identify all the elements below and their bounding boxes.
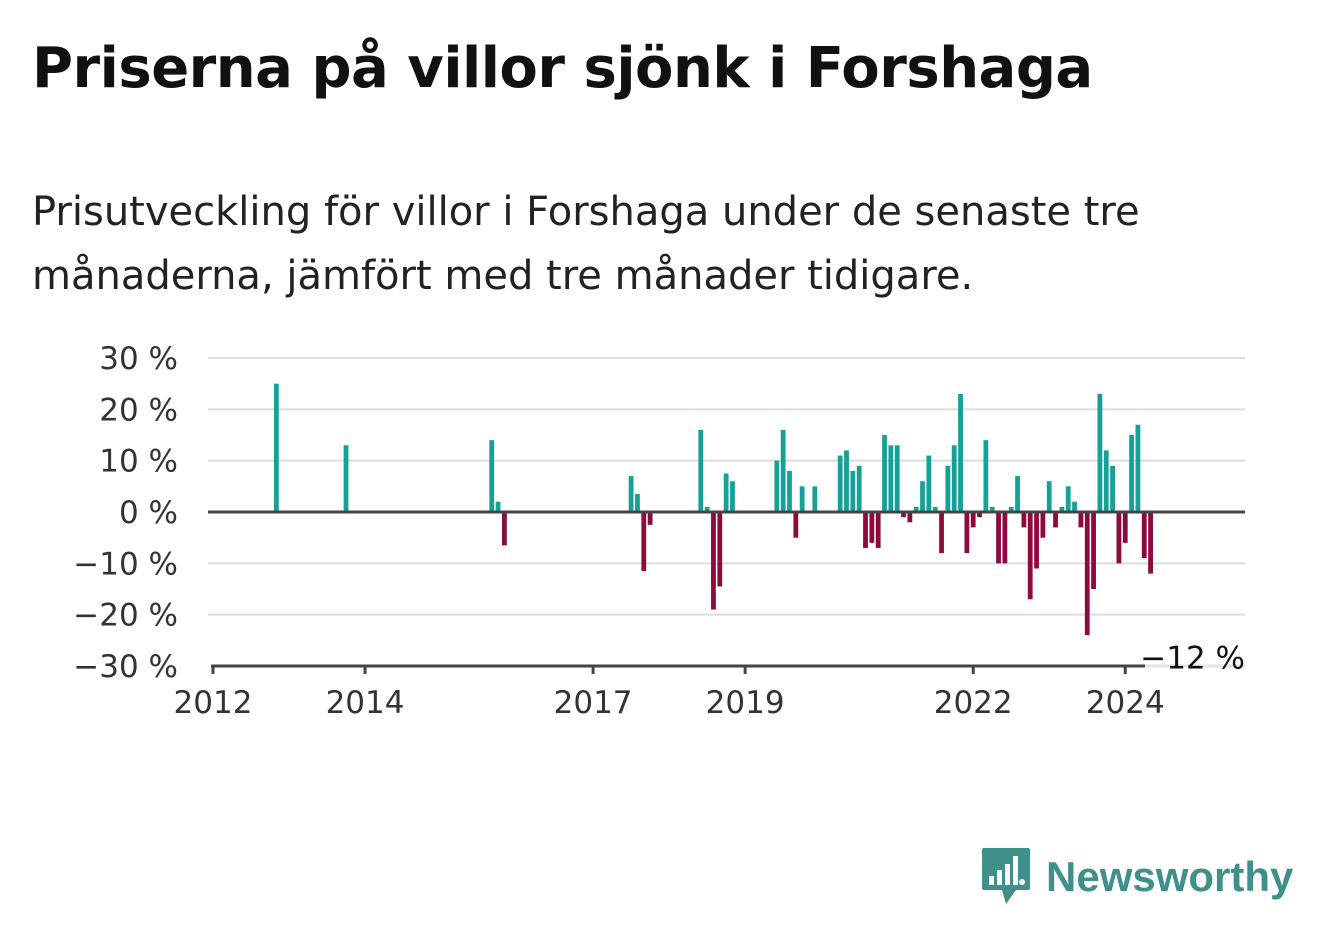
bar (888, 445, 894, 512)
x-tick-label: 2014 (326, 685, 405, 721)
x-axis: 2012 2014 2017 2019 2022 2024 (174, 664, 1245, 721)
brand-name: Newsworthy (1046, 853, 1294, 900)
bar (932, 506, 938, 512)
bar (920, 481, 925, 512)
bar (723, 473, 729, 512)
y-tick-label: 0 % (119, 495, 178, 531)
bar (951, 445, 957, 512)
bar (1141, 512, 1147, 559)
bar (647, 512, 653, 525)
grid-lines (208, 357, 1245, 616)
bar (1002, 512, 1008, 564)
bar (1008, 506, 1014, 512)
bar (1103, 450, 1109, 512)
bar (1040, 512, 1046, 538)
bar (502, 512, 507, 546)
bar (711, 512, 716, 610)
y-tick-label: 30 % (99, 341, 178, 377)
y-tick-label: 20 % (99, 392, 178, 428)
bar (844, 450, 849, 512)
chart-title: Priserna på villor sjönk i Forshaga (32, 36, 1093, 101)
brand: Newsworthy (980, 846, 1293, 908)
bar (495, 501, 501, 512)
x-tick-label: 2024 (1086, 685, 1165, 721)
newsworthy-logo-icon (982, 848, 1030, 904)
bar (730, 481, 735, 512)
bar (958, 393, 963, 512)
bar (704, 506, 710, 512)
bar (850, 470, 856, 512)
bar (837, 455, 843, 512)
bar (717, 512, 723, 587)
chart-subtitle: Prisutveckling för villor i Forshaga und… (32, 189, 1140, 299)
bar (1116, 512, 1122, 564)
bar (989, 506, 995, 512)
bar (343, 445, 349, 512)
bar (799, 486, 805, 512)
bar (1027, 512, 1033, 600)
x-tick-label: 2012 (174, 685, 253, 721)
bar (1091, 512, 1096, 589)
bar (939, 512, 944, 554)
y-tick-label: 10 % (99, 444, 178, 480)
bar (1015, 476, 1020, 512)
bar (1034, 512, 1039, 569)
bar (926, 455, 932, 512)
bar (1021, 512, 1027, 528)
bar (1135, 424, 1141, 512)
bar (635, 494, 640, 512)
bar (882, 435, 887, 512)
bar (1110, 465, 1115, 512)
bar (774, 460, 780, 512)
bar (1046, 481, 1052, 512)
bar (856, 465, 862, 512)
bar (863, 512, 868, 548)
y-axis-ticks: 30 % 20 % 10 % 0 % −10 % −20 % −30 % (73, 341, 178, 685)
x-tick-label: 2019 (706, 685, 785, 721)
bar (489, 440, 495, 512)
bar-chart: 30 %20 %10 %0 %−10 %−20 %−30 % 2012 2014 2… (73, 341, 1247, 721)
bar (628, 476, 634, 512)
bar (945, 465, 951, 512)
bar (983, 440, 989, 512)
bar (875, 512, 881, 548)
bar (869, 512, 875, 543)
bar (1053, 512, 1058, 528)
bar (1122, 512, 1128, 543)
bar (273, 383, 279, 512)
x-tick-label: 2017 (554, 685, 633, 721)
bar (812, 486, 818, 512)
annotation-label: −12 % (1140, 641, 1245, 677)
bar (787, 470, 792, 512)
bar (964, 512, 970, 554)
annotations: −12 % (1140, 638, 1247, 679)
bar (913, 506, 919, 512)
bar (793, 512, 799, 538)
bar (996, 512, 1001, 564)
bar (901, 512, 906, 518)
y-tick-label: −30 % (73, 649, 178, 685)
bar (1097, 393, 1103, 512)
bar (1065, 486, 1071, 512)
bar (1129, 435, 1134, 512)
bar (1084, 512, 1090, 636)
bar (1148, 512, 1153, 574)
bar (1059, 506, 1065, 512)
x-tick-label: 2022 (934, 685, 1013, 721)
bar (641, 512, 647, 572)
bar (907, 512, 913, 523)
bar (894, 445, 900, 512)
y-tick-label: −10 % (73, 546, 178, 582)
y-tick-label: −20 % (73, 598, 178, 634)
bar (977, 512, 982, 518)
bar (780, 429, 786, 512)
bars (273, 383, 1153, 636)
bar (698, 429, 704, 512)
bar (1072, 501, 1077, 512)
bar (1078, 512, 1084, 528)
bar (970, 512, 976, 528)
